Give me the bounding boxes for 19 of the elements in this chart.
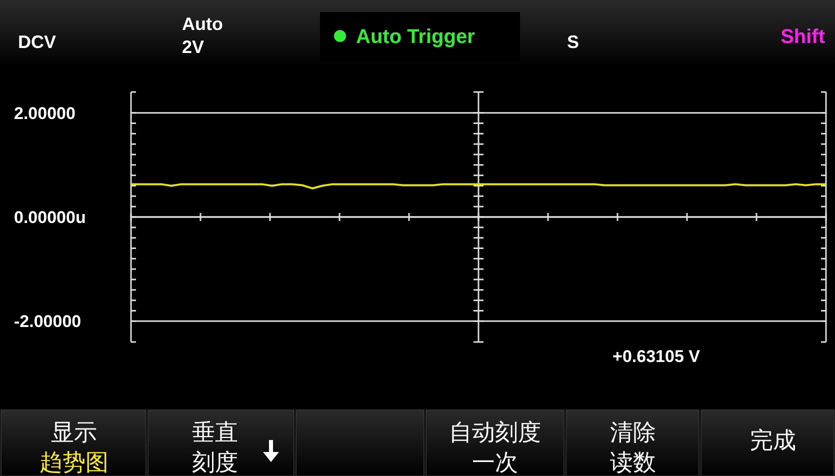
- text: 2V: [182, 37, 204, 57]
- text: 一次: [472, 449, 518, 475]
- text: 刻度: [192, 449, 238, 475]
- text: DCV: [18, 32, 56, 52]
- text: 清除: [610, 419, 656, 445]
- text: Auto Trigger: [356, 26, 476, 48]
- y-tick-label: 0.00000u: [14, 208, 86, 227]
- text: 自动刻度: [449, 419, 541, 445]
- text: 完成: [750, 427, 796, 453]
- text: 读数: [610, 449, 656, 475]
- text: S: [567, 32, 580, 52]
- text: 趋势图: [40, 449, 108, 475]
- text: 显示: [51, 419, 97, 445]
- text: Shift: [780, 26, 826, 48]
- y-tick-label: -2.00000: [14, 312, 82, 332]
- text: +0.63105 V: [612, 347, 701, 366]
- y-tick-label: 2.00000: [14, 104, 76, 123]
- text: 垂直: [192, 419, 238, 445]
- text: Auto: [182, 14, 223, 34]
